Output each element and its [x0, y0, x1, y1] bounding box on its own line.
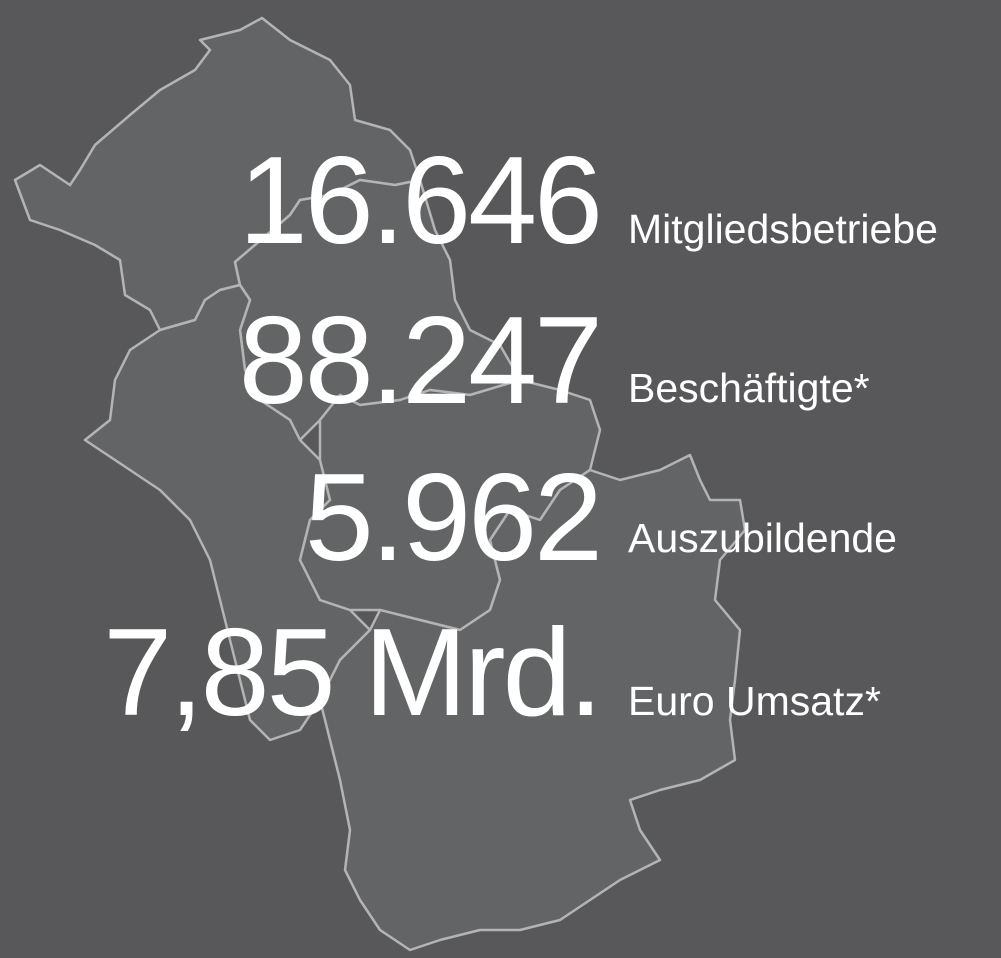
stat-value: 7,85 Mrd. [103, 604, 600, 742]
stat-label: Mitgliedsbetriebe [628, 206, 938, 252]
stat-label: Euro Umsatz* [628, 678, 881, 724]
map-region [318, 453, 747, 952]
stat-label: Beschäftigte* [628, 365, 870, 411]
stat-value: 5.962 [305, 449, 600, 587]
stat-value: 88.247 [239, 292, 600, 430]
map [13, 16, 747, 952]
stat-label: Auszubildende [628, 515, 897, 561]
stats: 16.646 Mitgliedsbetriebe 88.247 Beschäft… [103, 132, 938, 742]
stat-value: 16.646 [239, 132, 600, 270]
